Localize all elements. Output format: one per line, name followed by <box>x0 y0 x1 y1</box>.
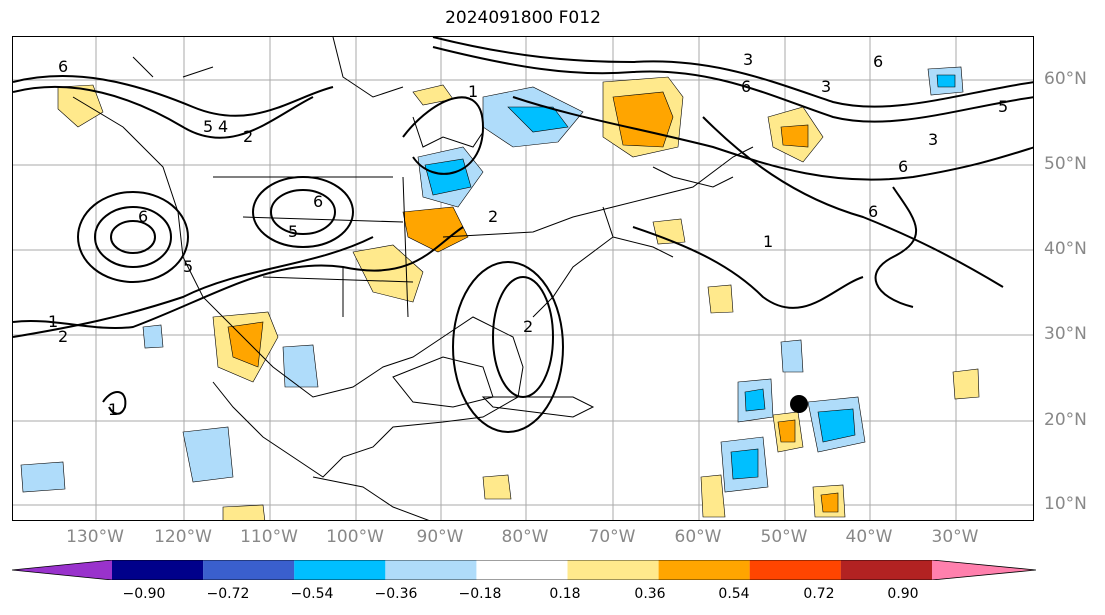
warm-anomaly <box>57 84 104 128</box>
contour-label: 2 <box>243 127 253 146</box>
latitude-label: 60°N <box>1044 69 1087 89</box>
contour-label: 1 <box>48 312 58 331</box>
map-canvas: 6 5 4 2 1 2 6 5 5 6 1 2 1 2 3 6 3 6 5 3 … <box>13 37 1033 520</box>
latitude-label: 20°N <box>1044 410 1087 430</box>
colorbar-segment <box>12 560 112 580</box>
storm-position-marker <box>790 395 808 413</box>
colorbar-tick-label: −0.90 <box>122 586 166 602</box>
warm-anomaly <box>412 84 454 106</box>
contour-lines <box>13 37 1033 433</box>
strong-cold-anomaly <box>507 106 569 133</box>
strong-cold-anomaly <box>744 388 766 412</box>
longitude-label: 110°W <box>240 527 298 547</box>
colorbar-tick-label: 0.36 <box>634 586 666 602</box>
latitude-label: 10°N <box>1044 494 1087 514</box>
contour-label: 3 <box>821 77 831 96</box>
colorbar-segment <box>658 560 750 580</box>
contour-label: 1 <box>108 400 118 419</box>
contour-label: 1 <box>468 82 478 101</box>
strong-warm-anomaly <box>780 124 809 148</box>
colorbar-tick-label: −0.36 <box>374 586 418 602</box>
coastlines <box>72 37 754 520</box>
colorbar-tick-label: 0.72 <box>803 586 835 602</box>
strong-warm-anomaly <box>777 419 796 443</box>
strong-warm-anomaly <box>402 206 469 253</box>
strong-cold-anomaly <box>817 408 856 443</box>
longitude-label: 130°W <box>66 527 124 547</box>
colorbar-segment <box>112 560 204 580</box>
strong-cold-anomaly <box>424 158 472 196</box>
colorbar-tick-label: −0.54 <box>290 586 334 602</box>
cold-anomaly <box>282 344 319 388</box>
colorbar-segment <box>932 560 1036 580</box>
contour-label: 3 <box>928 130 938 149</box>
graticule <box>13 37 1033 520</box>
contour-label: 6 <box>873 52 883 71</box>
longitude-label: 60°W <box>674 527 722 547</box>
contour-label: 2 <box>488 207 498 226</box>
contour-label-group: 6 5 4 2 1 2 6 5 5 6 1 2 1 2 3 6 3 6 5 3 … <box>48 50 1008 419</box>
longitude-label: 30°W <box>931 527 979 547</box>
map-title: 2024091800 F012 <box>445 8 601 28</box>
cold-anomaly <box>20 461 66 493</box>
colorbar-segment <box>203 560 295 580</box>
strong-warm-anomaly <box>227 321 264 368</box>
contour-label: 2 <box>58 327 68 346</box>
strong-cold-anomaly <box>730 448 759 480</box>
warm-anomaly <box>352 244 424 303</box>
cold-anomaly <box>780 339 804 373</box>
warm-anomaly <box>707 284 734 314</box>
colorbar-tick-label: 0.18 <box>549 586 581 602</box>
longitude-label: 40°W <box>845 527 893 547</box>
contour-label: 6 <box>58 57 68 76</box>
shaded-fields <box>20 66 980 520</box>
colorbar-segment <box>385 560 477 580</box>
longitude-label: 120°W <box>154 527 212 547</box>
contour-label: 5 <box>288 222 298 241</box>
colorbar-tick-label: 0.54 <box>718 586 750 602</box>
contour-label: 6 <box>138 207 148 226</box>
strong-warm-anomaly <box>612 91 674 148</box>
colorbar <box>12 560 1036 580</box>
contour-label: 5 <box>203 117 213 136</box>
warm-anomaly <box>952 368 980 400</box>
colorbar-segment <box>567 560 659 580</box>
contour-label: 2 <box>523 317 533 336</box>
cold-anomaly <box>142 324 164 349</box>
contour-label: 5 <box>998 97 1008 116</box>
contour-label: 6 <box>741 77 751 96</box>
contour-label: 5 <box>183 257 193 276</box>
warm-anomaly <box>222 504 266 520</box>
latitude-label: 40°N <box>1044 239 1087 259</box>
cold-anomaly <box>182 426 234 483</box>
longitude-label: 100°W <box>326 527 384 547</box>
contour-label: 3 <box>743 50 753 69</box>
longitude-label: 80°W <box>501 527 549 547</box>
colorbar-segment <box>476 560 568 580</box>
warm-anomaly <box>700 474 726 518</box>
longitude-label: 70°W <box>588 527 636 547</box>
strong-cold-anomaly <box>936 74 956 88</box>
colorbar-tick-label: −0.18 <box>458 586 502 602</box>
colorbar-tick-label: 0.90 <box>887 586 919 602</box>
colorbar-segment <box>749 560 841 580</box>
latitude-label: 30°N <box>1044 324 1087 344</box>
longitude-label: 50°W <box>760 527 808 547</box>
colorbar-tick-label: −0.72 <box>206 586 250 602</box>
contour-label: 1 <box>763 232 773 251</box>
contour-label: 4 <box>218 117 228 136</box>
latitude-label: 50°N <box>1044 154 1087 174</box>
colorbar-segment <box>294 560 386 580</box>
strong-warm-anomaly <box>820 492 839 513</box>
map-panel: 6 5 4 2 1 2 6 5 5 6 1 2 1 2 3 6 3 6 5 3 … <box>12 36 1034 521</box>
colorbar-segment <box>840 560 932 580</box>
warm-anomaly <box>482 474 512 500</box>
contour-label: 6 <box>313 192 323 211</box>
contour-label: 6 <box>898 157 908 176</box>
longitude-label: 90°W <box>416 527 464 547</box>
contour-label: 6 <box>868 202 878 221</box>
